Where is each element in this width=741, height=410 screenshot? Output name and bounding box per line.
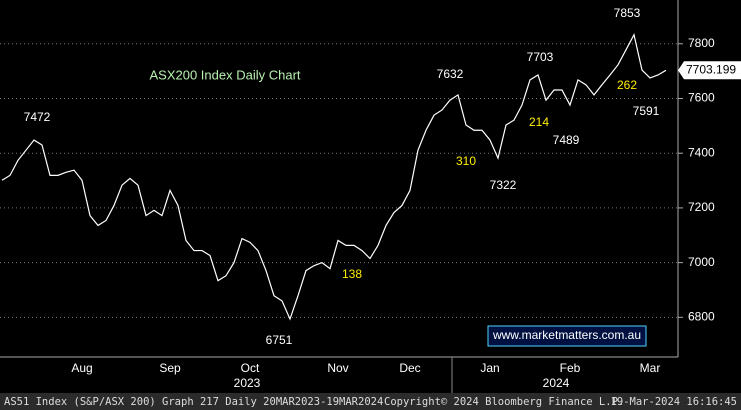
annotation: 7632	[437, 67, 464, 81]
annotation: 7853	[614, 6, 641, 20]
chart-title: ASX200 Index Daily Chart	[149, 67, 300, 82]
x-tick-label: Sep	[159, 361, 181, 375]
x-tick-label: Jan	[480, 361, 499, 375]
year-label: 2023	[234, 376, 261, 390]
year-label: 2024	[543, 376, 570, 390]
footer-text: 19-Mar-2024 16:16:45	[611, 396, 737, 408]
x-tick-label: Feb	[560, 361, 581, 375]
annotation: 7591	[633, 104, 660, 118]
y-tick-label: 6800	[688, 310, 715, 324]
last-price-tag	[678, 61, 741, 80]
x-tick-label: Dec	[399, 361, 420, 375]
watermark-box	[487, 325, 647, 347]
y-tick-label: 7200	[688, 200, 715, 214]
watermark: www.marketmatters.com.au	[492, 328, 641, 342]
footer-text: AS51 Index (S&P/ASX 200) Graph 217 Daily…	[4, 396, 383, 408]
annotation: 310	[456, 154, 476, 168]
y-tick-label: 7000	[688, 255, 715, 269]
last-price-label: 7703.199	[686, 62, 736, 76]
annotation: 7703	[527, 50, 554, 64]
footer-text: Copyright© 2024 Bloomberg Finance L.P.	[384, 396, 624, 408]
x-tick-label: Mar	[640, 361, 661, 375]
y-tick-label: 7400	[688, 145, 715, 159]
y-tick-label: 7800	[688, 36, 715, 50]
y-tick-label: 7600	[688, 91, 715, 105]
annotation: 6751	[266, 333, 293, 347]
annotation: 7322	[490, 178, 517, 192]
annotation: 262	[617, 78, 637, 92]
footer-bar	[0, 393, 741, 410]
annotation: 7472	[24, 110, 51, 124]
price-line	[1, 33, 667, 321]
annotation: 7489	[553, 133, 580, 147]
annotation: 138	[342, 267, 362, 281]
x-tick-label: Oct	[241, 361, 260, 375]
annotation: 214	[529, 115, 549, 129]
x-tick-label: Aug	[71, 361, 92, 375]
x-tick-label: Nov	[327, 361, 348, 375]
